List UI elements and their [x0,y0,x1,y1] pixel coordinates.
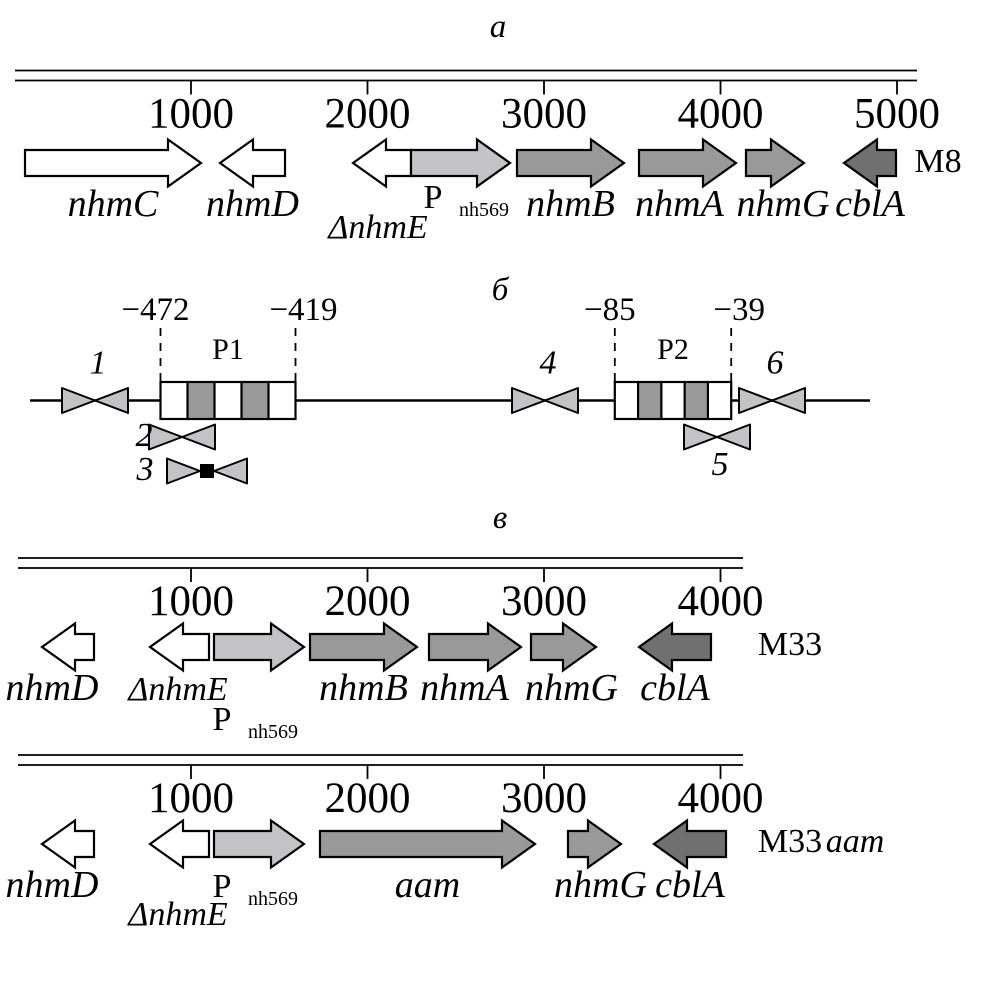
svg-text:nhmC: nhmC [68,183,159,225]
svg-text:1000: 1000 [148,775,234,822]
svg-text:nhmA: nhmA [420,667,509,709]
svg-text:4: 4 [540,345,557,382]
svg-text:1000: 1000 [148,91,234,138]
svg-text:−85: −85 [584,292,636,328]
svg-text:5000: 5000 [854,91,940,138]
svg-text:nh569: nh569 [248,721,298,743]
svg-text:3000: 3000 [501,775,587,822]
svg-text:2000: 2000 [325,775,411,822]
svg-text:nhmD: nhmD [206,183,299,225]
svg-text:a: a [490,9,507,45]
svg-text:P: P [213,701,232,738]
svg-text:1: 1 [90,345,107,382]
svg-text:nh569: nh569 [459,199,509,221]
svg-text:4000: 4000 [678,775,764,822]
svg-text:M33: M33 [758,823,822,860]
svg-text:5: 5 [712,446,729,483]
svg-text:nhmG: nhmG [737,183,830,225]
svg-text:cblA: cblA [640,667,710,709]
svg-text:ΔnhmE: ΔnhmE [326,209,428,246]
svg-text:6: 6 [767,345,784,382]
svg-text:nhmG: nhmG [525,667,618,709]
svg-text:2000: 2000 [325,91,411,138]
svg-text:nhmB: nhmB [319,667,408,709]
svg-text:−39: −39 [713,292,765,328]
svg-text:nhmA: nhmA [635,183,724,225]
svg-text:cblA: cblA [655,864,725,906]
svg-text:в: в [493,500,507,536]
svg-text:P: P [424,179,443,216]
svg-text:1000: 1000 [148,578,234,625]
svg-text:nhmD: nhmD [6,864,99,906]
svg-text:nhmB: nhmB [526,183,615,225]
svg-text:4000: 4000 [678,91,764,138]
svg-text:2: 2 [136,417,153,454]
svg-text:2000: 2000 [325,578,411,625]
svg-text:P: P [213,868,232,905]
svg-text:nh569: nh569 [248,888,298,910]
svg-text:aam: aam [826,823,885,860]
svg-text:nhmD: nhmD [6,667,99,709]
svg-text:nhmG: nhmG [554,864,647,906]
svg-text:aam: aam [395,864,460,906]
svg-text:б: б [492,272,510,308]
svg-text:3: 3 [136,451,154,488]
svg-text:P2: P2 [657,333,689,366]
svg-text:M33: M33 [758,626,822,663]
svg-text:M8: M8 [914,143,961,180]
svg-text:cblA: cblA [835,183,905,225]
svg-text:3000: 3000 [501,91,587,138]
svg-text:−472: −472 [121,292,189,328]
svg-text:3000: 3000 [501,578,587,625]
svg-text:P1: P1 [212,333,244,366]
svg-text:4000: 4000 [678,578,764,625]
svg-text:−419: −419 [269,292,337,328]
